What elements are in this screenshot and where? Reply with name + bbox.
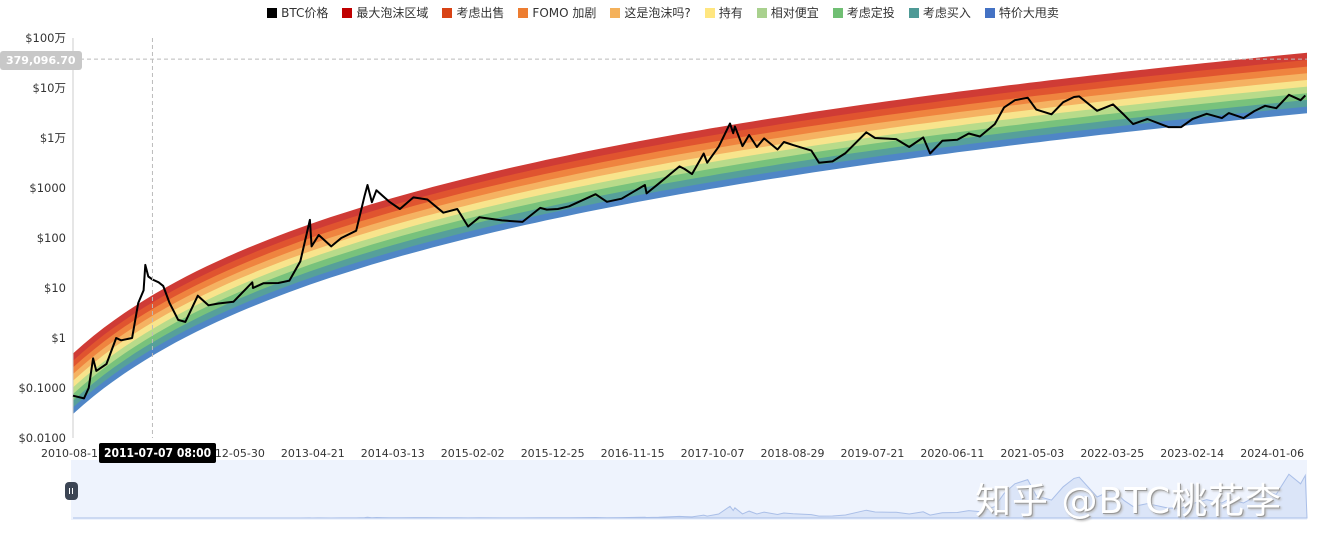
legend-swatch xyxy=(756,7,767,18)
legend-swatch xyxy=(342,7,353,18)
legend-item[interactable]: 相对便宜 xyxy=(756,4,819,21)
x-tick-label: 2017-10-07 xyxy=(681,447,745,460)
y-tick-label: $10 xyxy=(44,281,66,295)
legend-swatch xyxy=(704,7,715,18)
x-tick-label: 2014-03-13 xyxy=(361,447,425,460)
x-tick-label: 2019-07-21 xyxy=(840,447,904,460)
legend-item[interactable]: 持有 xyxy=(704,4,743,21)
y-tick-label: $0.0100 xyxy=(18,431,66,445)
data-zoom-overview-area xyxy=(73,473,1308,519)
x-tick-label: 2022-03-25 xyxy=(1080,447,1144,460)
legend-label: 考虑出售 xyxy=(456,6,505,20)
y-tick-label: $1 xyxy=(51,331,66,345)
legend-label: 相对便宜 xyxy=(770,6,819,20)
y-tick-label: $100 xyxy=(37,231,66,245)
legend-swatch xyxy=(518,7,529,18)
legend-label: 特价大甩卖 xyxy=(998,6,1059,20)
legend-item[interactable]: BTC价格 xyxy=(267,4,328,21)
y-tick-label: $100万 xyxy=(25,31,66,45)
x-tick-label: 2012-05-30 xyxy=(201,447,265,460)
legend-label: 这是泡沫吗? xyxy=(624,6,691,20)
x-tick-label: 2021-05-03 xyxy=(1000,447,1064,460)
legend-item[interactable]: 最大泡沫区域 xyxy=(342,4,428,21)
legend-item[interactable]: 考虑买入 xyxy=(908,4,971,21)
legend-label: 考虑买入 xyxy=(922,6,971,20)
y-axis-ticks: $100万 $10万 $1万 $1000 $100 $10 $1 $0.1000 $0.0100 xyxy=(18,31,66,445)
x-tick-label: 2010-08-17 xyxy=(41,447,105,460)
x-tick-label: 2013-04-21 xyxy=(281,447,345,460)
legend-item[interactable]: 特价大甩卖 xyxy=(984,4,1059,21)
legend: BTC价格 最大泡沫区域 考虑出售 FOMO 加剧 这是泡沫吗? 持有 相对便宜 考虑定投 考虑… xyxy=(0,4,1326,21)
data-zoom-left-handle[interactable] xyxy=(65,482,78,500)
legend-item[interactable]: 考虑出售 xyxy=(442,4,504,21)
x-tick-label: 2018-08-29 xyxy=(761,447,825,460)
legend-item[interactable]: FOMO 加剧 xyxy=(518,4,596,21)
rainbow-bands xyxy=(73,52,1307,414)
legend-swatch xyxy=(442,7,453,18)
x-tick-label: 2015-12-25 xyxy=(521,447,585,460)
x-tick-label: 2016-11-15 xyxy=(601,447,665,460)
legend-item[interactable]: 这是泡沫吗? xyxy=(610,4,691,21)
legend-swatch xyxy=(267,7,278,18)
legend-item[interactable]: 考虑定投 xyxy=(832,4,895,21)
btc-price-line xyxy=(72,93,1307,400)
x-axis-ticks: 2010-08-17 2012-05-30 2013-04-21 2014-03-13… xyxy=(41,447,1304,460)
y-tick-label: $1000 xyxy=(29,181,66,195)
x-tick-label: 2024-01-06 xyxy=(1240,447,1304,460)
legend-label: 最大泡沫区域 xyxy=(356,6,429,20)
crosshair-x-label: 2011-07-07 08:00 xyxy=(99,443,217,463)
x-tick-label: 2023-02-14 xyxy=(1160,447,1224,460)
y-tick-label: $1万 xyxy=(40,131,66,145)
legend-label: 考虑定投 xyxy=(846,6,895,20)
x-tick-label: 2020-06-11 xyxy=(920,447,984,460)
y-tick-label: $10万 xyxy=(33,81,66,95)
watermark: 知乎 @BTC桃花李 xyxy=(975,481,1283,522)
legend-swatch xyxy=(610,7,621,18)
legend-swatch xyxy=(984,7,995,18)
y-tick-label: $0.1000 xyxy=(18,381,66,395)
legend-swatch xyxy=(832,7,843,18)
crosshair-y-label: 379,096.70 xyxy=(0,51,82,70)
legend-label: BTC价格 xyxy=(281,6,329,20)
x-tick-label: 2015-02-02 xyxy=(441,447,505,460)
legend-label: FOMO 加剧 xyxy=(532,6,597,20)
legend-swatch xyxy=(908,7,919,18)
legend-label: 持有 xyxy=(718,6,743,20)
